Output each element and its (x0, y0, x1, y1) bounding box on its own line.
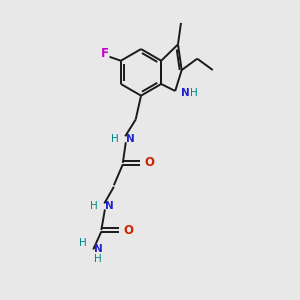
Text: O: O (123, 224, 133, 236)
Text: H: H (90, 201, 98, 211)
Text: H: H (94, 254, 102, 264)
Text: N: N (181, 88, 189, 98)
Text: F: F (101, 47, 109, 60)
Text: O: O (145, 156, 154, 169)
Text: N: N (94, 244, 103, 254)
Text: H: H (190, 88, 197, 98)
Text: N: N (126, 134, 135, 144)
Text: N: N (105, 201, 114, 211)
Text: H: H (111, 134, 118, 144)
Text: H: H (79, 238, 87, 248)
